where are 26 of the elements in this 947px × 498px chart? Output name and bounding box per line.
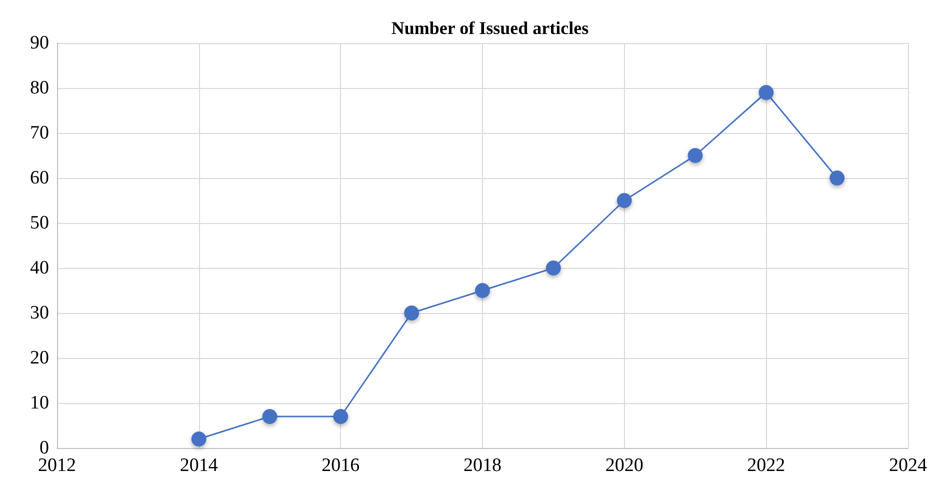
y-tick-label: 20: [30, 348, 49, 368]
point: [546, 260, 561, 276]
chart-title: Number of Issued articles: [391, 18, 589, 38]
point: [758, 85, 774, 100]
y-tick-label: 30: [30, 302, 49, 324]
point: [616, 193, 632, 208]
x-tick-label: 2022: [747, 455, 786, 476]
y-tick-label: 10: [30, 392, 49, 414]
point: [830, 170, 845, 186]
y-tick-label: 90: [30, 32, 49, 54]
y-tick-label: 80: [30, 78, 49, 98]
x-tick-label: 2018: [464, 455, 502, 476]
y-tick-label: 50: [30, 212, 49, 234]
point: [191, 432, 206, 446]
y-tick-label: 60: [30, 168, 49, 188]
x-tick-label: 2016: [322, 455, 360, 476]
point: [475, 283, 490, 298]
point: [404, 306, 420, 320]
x-tick-label: 2020: [605, 455, 644, 476]
x-tick-label: 2024: [889, 455, 928, 476]
point: [262, 409, 278, 424]
y-tick-label: 70: [30, 122, 49, 144]
point: [333, 409, 348, 424]
point: [688, 148, 703, 163]
x-tick-label: 2014: [180, 455, 218, 476]
y-tick-label: 40: [30, 258, 49, 278]
